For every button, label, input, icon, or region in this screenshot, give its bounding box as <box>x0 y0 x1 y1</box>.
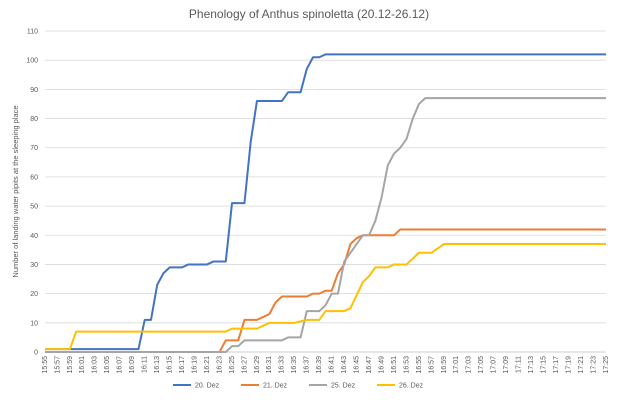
x-tick-label: 16:51 <box>391 356 398 374</box>
x-tick-label: 16:59 <box>441 356 448 374</box>
series-line-1 <box>45 53 606 351</box>
x-tick-label: 17:05 <box>478 356 485 374</box>
series-line-3 <box>45 97 606 353</box>
x-tick-label: 17:25 <box>603 356 610 374</box>
y-tick-label: 20 <box>30 291 38 298</box>
y-tick-label: 70 <box>30 145 38 152</box>
x-tick-label: 16:45 <box>354 356 361 374</box>
x-tick-label: 16:29 <box>254 356 261 374</box>
x-tick-label: 16:37 <box>304 356 311 374</box>
series-lines <box>45 53 606 353</box>
x-tick-label: 16:49 <box>378 356 385 374</box>
x-tick-label: 16:25 <box>229 356 236 374</box>
x-tick-label: 16:39 <box>316 356 323 374</box>
x-tick-label: 16:41 <box>329 356 336 374</box>
series-line-4 <box>45 243 606 351</box>
y-tick-label: 90 <box>30 87 38 94</box>
y-tick-label: 110 <box>27 29 38 36</box>
x-tick-label: 17:03 <box>466 356 473 374</box>
x-tick-label: 16:13 <box>154 356 161 374</box>
x-tick-label: 16:17 <box>179 356 186 374</box>
x-tick-label: 16:31 <box>266 356 273 374</box>
x-tick-label: 16:19 <box>191 356 198 374</box>
x-tick-label: 17:23 <box>590 356 597 374</box>
gridlines <box>45 30 606 324</box>
x-tick-label: 16:15 <box>167 356 174 374</box>
x-tick-label: 16:57 <box>428 356 435 374</box>
x-tick-label: 16:35 <box>291 356 298 374</box>
series-line-2 <box>45 228 606 353</box>
x-tick-label: 15:59 <box>67 356 74 374</box>
x-tick-label: 17:01 <box>453 356 460 374</box>
legend-label: 25. Dez <box>331 383 356 390</box>
x-tick-label: 16:01 <box>79 356 86 374</box>
legend-label: 20. Dez <box>195 383 220 390</box>
x-tick-label: 16:05 <box>104 356 111 374</box>
x-tick-label: 16:55 <box>416 356 423 374</box>
x-tick-label: 17:15 <box>541 356 548 374</box>
x-tick-label: 16:33 <box>279 356 286 374</box>
x-tick-label: 17:13 <box>528 356 535 374</box>
x-tick-label: 16:47 <box>366 356 373 374</box>
x-tick-label: 17:17 <box>553 356 560 374</box>
x-tick-label: 15:57 <box>54 356 61 374</box>
x-tick-label: 17:09 <box>503 356 510 374</box>
x-tick-label: 16:21 <box>204 356 211 374</box>
legend-label: 21. Dez <box>263 383 288 390</box>
x-tick-label: 17:19 <box>565 356 572 374</box>
y-tick-label: 0 <box>34 350 38 357</box>
y-tick-label: 40 <box>30 233 38 240</box>
y-axis-ticks: 0 10 20 30 40 50 60 70 80 90 100 110 <box>26 29 38 357</box>
x-tick-label: 15:55 <box>42 356 49 374</box>
x-tick-label: 16:03 <box>92 356 99 374</box>
y-tick-label: 100 <box>26 58 38 65</box>
y-tick-label: 50 <box>30 204 38 211</box>
legend: 20. Dez 21. Dez 25. Dez 26. Dez <box>173 383 424 390</box>
y-tick-label: 60 <box>30 174 38 181</box>
legend-label: 26. Dez <box>399 383 424 390</box>
x-tick-label: 16:09 <box>129 356 136 374</box>
chart-title: Phenology of Anthus spinoletta (20.12-26… <box>189 7 429 21</box>
x-axis-ticks: 15:55 15:57 15:59 16:01 16:03 16:05 16:07 16:09… <box>42 356 610 374</box>
y-tick-label: 80 <box>30 116 38 123</box>
x-tick-label: 17:07 <box>491 356 498 374</box>
y-axis-title: Number of landing water pipits at the sl… <box>11 105 20 277</box>
y-tick-label: 30 <box>30 262 38 269</box>
x-tick-label: 16:27 <box>241 356 248 374</box>
x-tick-label: 16:07 <box>117 356 124 374</box>
x-tick-label: 16:43 <box>341 356 348 374</box>
x-tick-label: 17:21 <box>578 356 585 374</box>
x-tick-label: 16:53 <box>403 356 410 374</box>
y-tick-label: 10 <box>30 320 38 327</box>
x-tick-label: 16:11 <box>142 356 149 373</box>
x-tick-label: 16:23 <box>216 356 223 374</box>
x-tick-label: 17:11 <box>516 356 523 373</box>
